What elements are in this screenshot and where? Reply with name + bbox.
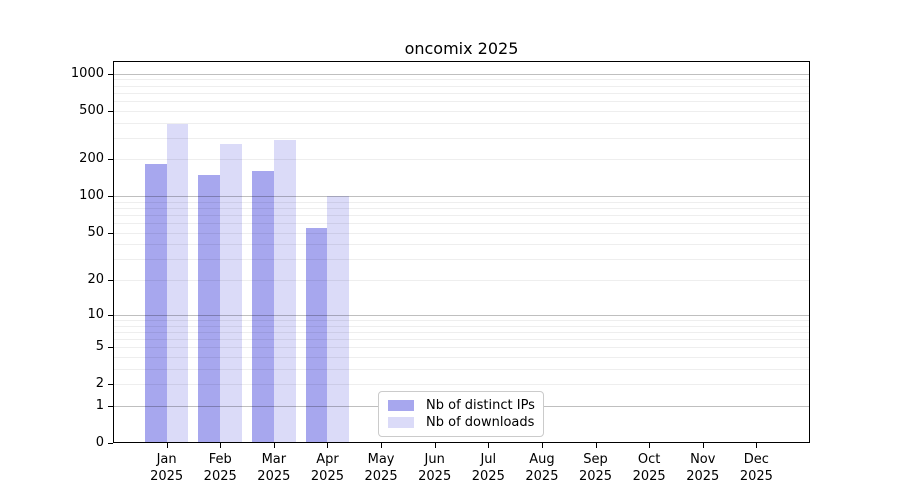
gridline-minor [113, 100, 810, 102]
gridline-minor [113, 325, 810, 327]
y-tick-label: 5 [95, 339, 104, 355]
y-tick-mark [108, 443, 113, 444]
y-tick-mark [108, 384, 113, 385]
bar-downloads-mar [273, 139, 296, 443]
y-tick-label: 10 [87, 306, 104, 322]
x-tick-mark [274, 443, 275, 448]
y-tick-mark [108, 315, 113, 316]
y-tick-label: 2 [95, 376, 104, 392]
x-tick-mark [381, 443, 382, 448]
gridline-minor [113, 280, 810, 282]
bar-downloads-feb [220, 144, 243, 443]
x-tick-label-jul: Jul 2025 [471, 452, 505, 484]
y-tick-mark [108, 159, 113, 160]
legend-label-downloads: Nb of downloads [426, 415, 535, 430]
x-tick-label-jun: Jun 2025 [418, 452, 452, 484]
gridline-minor [113, 122, 810, 124]
gridline-minor [113, 159, 810, 161]
legend-item-downloads: Nb of downloads [388, 414, 534, 431]
chart-title: oncomix 2025 [404, 39, 519, 58]
gridline-minor [113, 331, 810, 333]
gridline-minor [113, 208, 810, 210]
y-tick-mark [108, 196, 113, 197]
gridline-minor [113, 259, 810, 261]
y-tick-label: 100 [79, 188, 104, 204]
y-tick-label: 1 [95, 397, 104, 413]
gridline-minor [113, 244, 810, 246]
legend-label-distinct-ips: Nb of distinct IPs [426, 398, 535, 413]
y-tick-mark [108, 347, 113, 348]
gridline-minor [113, 85, 810, 87]
gridline-minor [113, 79, 810, 81]
y-tick-mark [108, 280, 113, 281]
y-tick-mark [108, 74, 113, 75]
x-tick-mark [220, 443, 221, 448]
gridline-minor [113, 137, 810, 139]
y-tick-label: 20 [87, 272, 104, 288]
legend-item-distinct-ips: Nb of distinct IPs [388, 397, 535, 414]
bar-ips-feb [198, 174, 221, 443]
gridline-minor [113, 223, 810, 225]
y-tick-label: 0 [95, 435, 104, 450]
x-tick-label-dec: Dec 2025 [739, 452, 773, 484]
gridline-minor [113, 347, 810, 349]
x-tick-mark [542, 443, 543, 448]
x-tick-mark [596, 443, 597, 448]
x-tick-label-sep: Sep 2025 [578, 452, 613, 484]
y-tick-mark [108, 233, 113, 234]
bar-downloads-apr [327, 196, 350, 443]
gridline-major [113, 196, 810, 198]
y-tick-label: 500 [79, 102, 104, 118]
y-tick-label: 200 [79, 151, 104, 167]
x-tick-label-oct: Oct 2025 [632, 452, 666, 484]
gridline-minor [113, 92, 810, 94]
x-tick-mark [649, 443, 650, 448]
x-tick-mark [703, 443, 704, 448]
gridline-major [113, 314, 810, 316]
legend-swatch-downloads [388, 417, 414, 428]
x-tick-mark [167, 443, 168, 448]
y-tick-label: 50 [87, 224, 104, 240]
y-tick-mark [108, 406, 113, 407]
gridline-minor [113, 338, 810, 340]
bar-ips-apr [305, 227, 328, 443]
legend: Nb of distinct IPs Nb of downloads [378, 391, 544, 437]
gridline-minor [113, 368, 810, 370]
x-tick-label-nov: Nov 2025 [686, 452, 720, 484]
x-tick-mark [327, 443, 328, 448]
x-tick-label-aug: Aug 2025 [525, 452, 559, 484]
x-tick-mark [488, 443, 489, 448]
bar-downloads-jan [166, 123, 189, 443]
gridline-minor [113, 232, 810, 234]
x-tick-label-feb: Feb 2025 [203, 452, 237, 484]
bar-ips-mar [252, 171, 274, 443]
gridline-minor [113, 356, 810, 358]
x-tick-label-jan: Jan 2025 [150, 452, 184, 484]
gridline-minor [113, 110, 810, 112]
legend-swatch-distinct-ips [388, 400, 414, 411]
x-tick-label-apr: Apr 2025 [310, 452, 344, 484]
x-tick-mark [756, 443, 757, 448]
x-tick-mark [435, 443, 436, 448]
gridline-minor [113, 201, 810, 203]
gridline-minor [113, 319, 810, 321]
gridline-minor [113, 384, 810, 386]
y-tick-mark [108, 111, 113, 112]
y-tick-label: 1000 [70, 65, 104, 81]
x-tick-label-may: May 2025 [364, 452, 398, 484]
bar-ips-jan [144, 163, 167, 443]
gridline-major [113, 73, 810, 75]
gridline-minor [113, 215, 810, 217]
x-tick-label-mar: Mar 2025 [257, 452, 291, 484]
